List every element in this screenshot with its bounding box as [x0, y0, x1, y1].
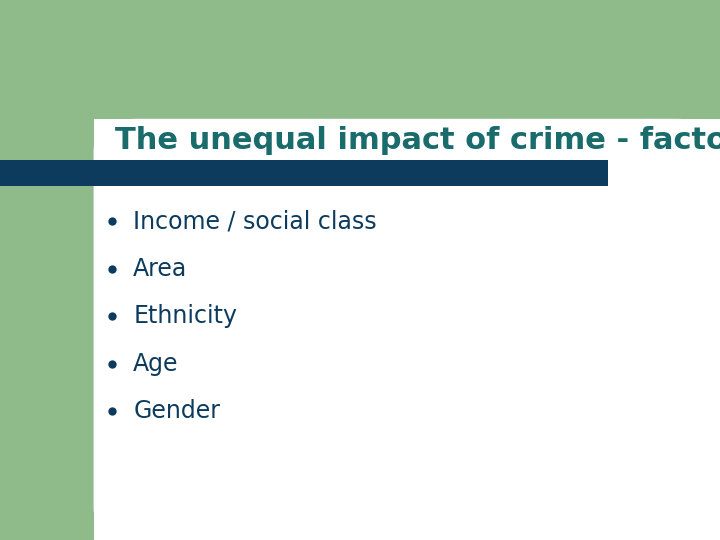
Bar [0, 160, 608, 186]
Text: The unequal impact of crime - factors: The unequal impact of crime - factors [115, 126, 720, 155]
Bar [677, 508, 720, 540]
Text: Area: Area [133, 257, 187, 281]
Text: Ethnicity: Ethnicity [133, 305, 237, 328]
Bar [94, 508, 137, 540]
Text: Gender: Gender [133, 400, 220, 423]
FancyBboxPatch shape [94, 119, 720, 540]
Bar [677, 119, 720, 151]
Text: Income / social class: Income / social class [133, 210, 377, 233]
Text: Age: Age [133, 352, 179, 376]
Bar [94, 119, 720, 540]
